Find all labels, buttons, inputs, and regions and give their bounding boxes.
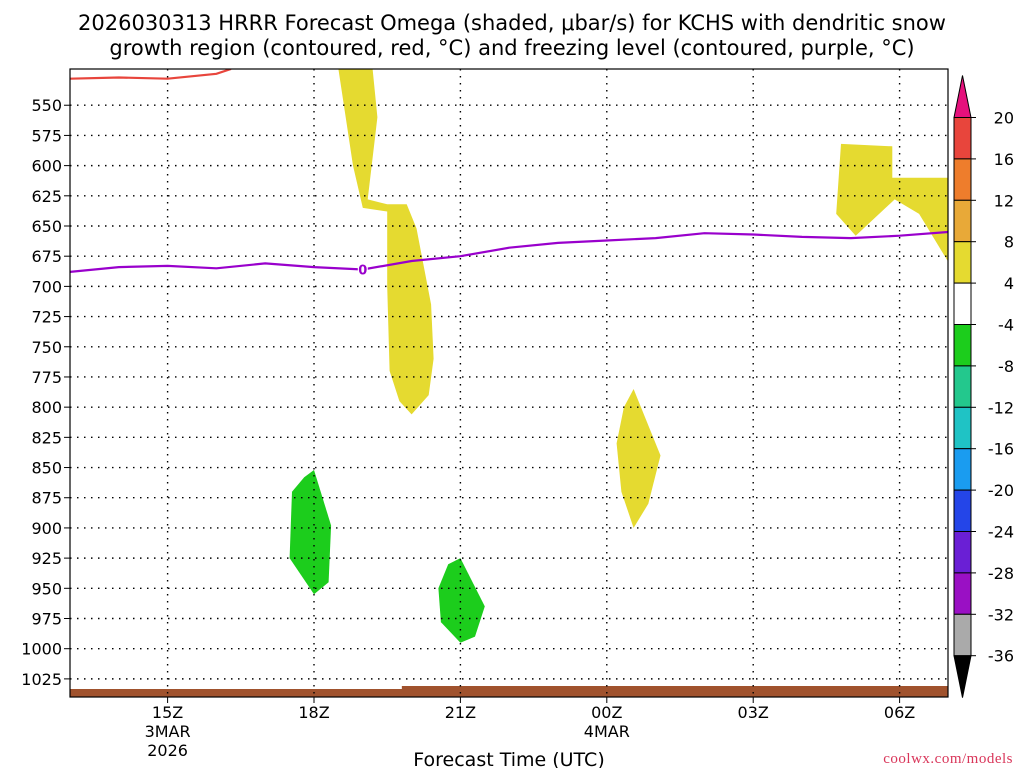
- x-tick-label: 18Z: [298, 703, 329, 722]
- y-tick-label: 600: [31, 157, 62, 176]
- colorbar-label: -12: [988, 398, 1014, 417]
- colorbar-swatch: [953, 572, 972, 615]
- x-tick-label: 15Z: [152, 703, 183, 722]
- chart-title-line2: growth region (contoured, red, °C) and f…: [109, 36, 914, 60]
- colorbar-bottom-arrow: [953, 655, 972, 698]
- x-tick-label: 03Z: [738, 703, 769, 722]
- colorbar-legend: 20 16 12 8 4 -4 -8 -12 -16 -20 -24 -28 -32 -36: [953, 75, 1014, 698]
- colorbar-swatch: [953, 117, 972, 160]
- y-tick-label: 700: [31, 277, 62, 296]
- x-axis-label: Forecast Time (UTC): [413, 749, 604, 768]
- x-tick-label: 21Z: [445, 703, 476, 722]
- x-tick-label: 00Z: [591, 703, 622, 722]
- omega-region-4: [289, 470, 332, 595]
- y-tick-label: 800: [31, 398, 62, 417]
- colorbar-label: -36: [988, 647, 1014, 666]
- colorbar-swatch: [953, 365, 972, 408]
- contour-lines: 0: [70, 69, 948, 278]
- x-tick-label: 06Z: [884, 703, 915, 722]
- colorbar-swatch: [953, 324, 972, 367]
- plot-frame: [69, 68, 949, 698]
- y-tick-label: 550: [31, 96, 62, 115]
- y-tick-label: 575: [31, 126, 62, 145]
- omega-shaded-regions: [70, 69, 948, 697]
- y-tick-label: 775: [31, 368, 62, 387]
- colorbar-swatch: [953, 199, 972, 243]
- colorbar-label: 20: [994, 109, 1014, 128]
- freezing-level-label: 0: [358, 263, 367, 278]
- omega-region-2: [836, 143, 948, 262]
- colorbar-swatch: [953, 489, 972, 533]
- colorbar-label: -8: [998, 357, 1014, 376]
- colorbar-label: -28: [988, 564, 1014, 583]
- y-tick-label: 725: [31, 308, 62, 327]
- chart-title-line1: 2026030313 HRRR Forecast Omega (shaded, …: [78, 11, 946, 35]
- colorbar-top-arrow: [953, 75, 972, 118]
- y-tick-label: 625: [31, 187, 62, 206]
- omega-region-5: [438, 558, 485, 643]
- colorbar-label: 4: [1004, 274, 1014, 293]
- colorbar-swatch: [953, 406, 972, 450]
- x-tick-date: 3MAR: [145, 722, 191, 741]
- colorbar-swatch: [953, 613, 972, 657]
- colorbar-label: 16: [994, 150, 1014, 169]
- dgz-contour-line: [70, 69, 232, 80]
- omega-region-1: [338, 69, 434, 415]
- freezing-level-label-bg: [357, 261, 368, 277]
- x-tick-year: 2026: [147, 741, 188, 760]
- colorbar-swatch: [953, 531, 972, 574]
- x-tick-date: 4MAR: [584, 722, 630, 741]
- colorbar-swatch: [953, 158, 972, 201]
- plot-grid: [70, 69, 948, 697]
- colorbar-label: -4: [998, 316, 1014, 335]
- colorbar-label: -20: [988, 481, 1014, 500]
- y-tick-label: 825: [31, 428, 62, 447]
- y-tick-label: 925: [31, 549, 62, 568]
- colorbar-label: -32: [988, 605, 1014, 624]
- colorbar-label: -24: [988, 523, 1014, 542]
- surface-terrain-band: [70, 686, 948, 697]
- credit-text: coolwx.com/models: [883, 751, 1013, 767]
- colorbar-label: 8: [1004, 233, 1014, 252]
- y-tick-label: 875: [31, 489, 62, 508]
- freezing-level-line: [70, 230, 948, 273]
- y-tick-label: 850: [31, 459, 62, 478]
- colorbar-swatch: [953, 241, 972, 284]
- y-tick-label: 950: [31, 579, 62, 598]
- colorbar-swatch: [953, 282, 972, 326]
- y-tick-label: 675: [31, 247, 62, 266]
- y-tick-label: 900: [31, 519, 62, 538]
- y-tick-label: 975: [31, 610, 62, 629]
- y-tick-label: 750: [31, 338, 62, 357]
- y-tick-label: 1025: [21, 670, 62, 689]
- y-tick-label: 1000: [21, 640, 62, 659]
- y-axis-ticks: 550 575 600 625 650 675 700 725 750 775 800 825 850 8…: [21, 96, 70, 689]
- omega-region-3: [616, 389, 661, 528]
- y-tick-label: 650: [31, 217, 62, 236]
- colorbar-swatch: [953, 448, 972, 491]
- colorbar-label: 12: [994, 191, 1014, 210]
- colorbar-label: -16: [988, 440, 1014, 459]
